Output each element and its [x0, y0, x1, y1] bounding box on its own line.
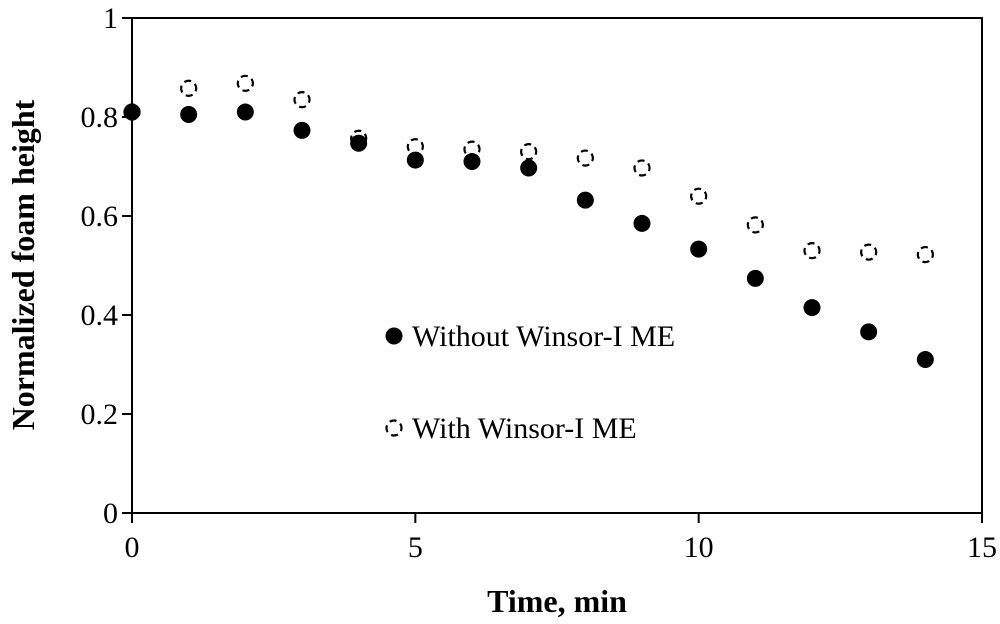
legend-label: With Winsor-I ME [412, 412, 637, 445]
y-axis-ticks: 0 0.2 0.4 0.6 0.8 1 [81, 2, 132, 530]
point-with-me [633, 159, 651, 177]
point-with-me [576, 149, 594, 167]
x-tick-label: 10 [684, 531, 714, 564]
point-with-me [746, 216, 764, 234]
x-axis-ticks: 0 5 10 15 [125, 513, 997, 564]
point-without-me [690, 240, 708, 258]
point-with-me [520, 143, 538, 161]
point-without-me [350, 134, 368, 152]
point-without-me [916, 351, 934, 369]
point-with-me [803, 242, 821, 260]
y-tick-label: 0.8 [81, 101, 119, 134]
point-without-me [860, 323, 878, 341]
y-axis-title: Normalized foam height [5, 99, 41, 430]
point-without-me [123, 103, 141, 121]
point-with-me [690, 187, 708, 205]
point-without-me [803, 299, 821, 317]
y-tick-label: 0.2 [81, 398, 119, 431]
y-tick-label: 0 [103, 497, 118, 530]
x-tick-label: 5 [408, 531, 423, 564]
plot-area-frame [131, 17, 983, 514]
point-without-me [406, 151, 424, 169]
point-without-me [633, 214, 651, 232]
point-without-me [180, 106, 198, 124]
legend-item-with-me: With Winsor-I ME [385, 412, 637, 445]
x-tick-label: 15 [967, 531, 997, 564]
data-points [123, 74, 934, 369]
legend: Without Winsor-I ME With Winsor-I ME [385, 320, 675, 445]
x-axis-title: Time, min [487, 583, 627, 619]
point-with-me [860, 243, 878, 261]
point-with-me [916, 246, 934, 264]
y-tick-label: 0.4 [81, 299, 119, 332]
point-with-me [180, 79, 198, 97]
legend-label: Without Winsor-I ME [412, 320, 675, 353]
point-without-me [576, 191, 594, 209]
legend-item-without-me: Without Winsor-I ME [385, 320, 675, 353]
legend-dashed-circle-marker [385, 419, 403, 437]
point-without-me [293, 121, 311, 139]
x-tick-label: 0 [125, 531, 140, 564]
legend-filled-circle-marker [385, 327, 403, 345]
point-without-me [746, 269, 764, 287]
y-tick-label: 0.6 [81, 200, 119, 233]
point-with-me [236, 74, 254, 92]
point-with-me [293, 91, 311, 109]
point-without-me [520, 159, 538, 177]
point-without-me [236, 103, 254, 121]
point-without-me [463, 153, 481, 171]
y-tick-label: 1 [103, 2, 118, 35]
